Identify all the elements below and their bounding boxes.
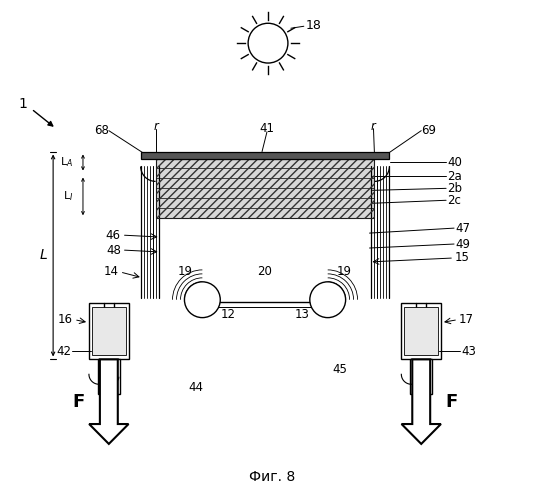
Text: 15: 15 <box>455 252 470 264</box>
Text: 19: 19 <box>178 266 193 278</box>
Bar <box>156 158 374 218</box>
Bar <box>156 158 374 218</box>
Text: 40: 40 <box>447 156 462 169</box>
Text: 44: 44 <box>188 380 203 394</box>
Text: 16: 16 <box>58 313 73 326</box>
Text: 45: 45 <box>332 363 347 376</box>
Text: 2b: 2b <box>447 182 462 195</box>
Bar <box>401 302 441 360</box>
Text: F: F <box>73 392 85 410</box>
Polygon shape <box>401 360 441 444</box>
Text: L$_I$: L$_I$ <box>63 190 73 203</box>
Text: Фиг. 8: Фиг. 8 <box>249 470 295 484</box>
Text: 1: 1 <box>19 97 28 111</box>
Circle shape <box>248 24 288 63</box>
Circle shape <box>310 282 345 318</box>
Text: 48: 48 <box>106 244 121 256</box>
Text: L: L <box>39 248 47 262</box>
Text: 46: 46 <box>106 228 121 241</box>
Text: 19: 19 <box>337 266 352 278</box>
Text: 2a: 2a <box>447 170 462 183</box>
Text: 17: 17 <box>459 313 474 326</box>
Text: F: F <box>445 392 457 410</box>
Text: 43: 43 <box>461 345 476 358</box>
Text: r: r <box>371 120 376 133</box>
Bar <box>410 360 432 394</box>
Bar <box>101 364 117 391</box>
Bar <box>404 306 438 356</box>
Text: r: r <box>153 120 158 133</box>
Bar <box>141 152 390 158</box>
Text: 49: 49 <box>455 238 470 250</box>
Polygon shape <box>89 360 128 444</box>
Bar <box>92 306 126 356</box>
Text: 47: 47 <box>455 222 470 234</box>
Text: 41: 41 <box>259 122 275 135</box>
Text: 13: 13 <box>294 308 310 321</box>
Text: 2c: 2c <box>447 194 461 207</box>
Text: L$_A$: L$_A$ <box>60 156 73 170</box>
Text: 68: 68 <box>94 124 109 137</box>
Bar <box>413 364 429 391</box>
Text: 20: 20 <box>258 266 273 278</box>
Text: 14: 14 <box>104 266 119 278</box>
Bar <box>89 302 129 360</box>
Text: 42: 42 <box>56 345 71 358</box>
Text: 12: 12 <box>221 308 236 321</box>
Circle shape <box>184 282 220 318</box>
Bar <box>98 360 120 394</box>
Text: 69: 69 <box>421 124 436 137</box>
Text: 18: 18 <box>306 19 322 32</box>
